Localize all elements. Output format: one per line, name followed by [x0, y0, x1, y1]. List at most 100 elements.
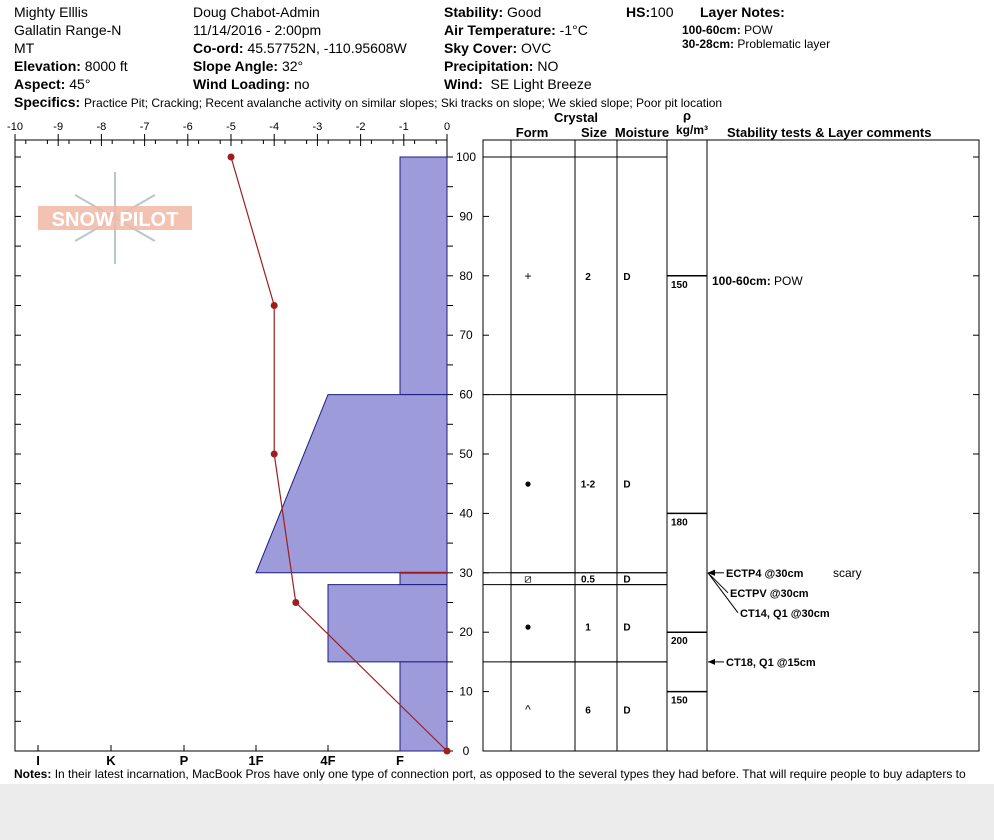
observer: Doug Chabot-Admin: [193, 4, 320, 20]
temp-tick-label: -3: [313, 121, 323, 133]
height-tick-label: 0: [463, 744, 470, 758]
crystal-form: ^: [525, 702, 531, 716]
crystal-size: 1-2: [581, 480, 596, 491]
header-moisture: Moisture: [615, 125, 669, 140]
header-comments: Stability tests & Layer comments: [727, 125, 931, 140]
hs: HS:100: [626, 4, 674, 20]
snowpit-sheet: Mighty Elllis Gallatin Range-N MT Elevat…: [0, 0, 994, 784]
temp-tick-label: -9: [53, 121, 63, 133]
height-tick-label: 50: [459, 447, 473, 461]
crystal-form: ●: [524, 477, 531, 491]
crystal-size: 1: [585, 622, 591, 633]
precipitation: Precipitation: NO: [444, 58, 559, 74]
layer-comment: 100-60cm: POW: [712, 274, 803, 288]
sky-cover: Sky Cover: OVC: [444, 40, 552, 56]
crystal-size: 2: [585, 272, 591, 283]
temperature-point: [292, 599, 300, 606]
temperature-point: [270, 302, 278, 309]
temp-tick-label: -7: [140, 121, 150, 133]
hardness-tick-label: 4F: [320, 753, 335, 768]
height-tick-label: 70: [459, 328, 473, 342]
hardness-layer: [327, 584, 448, 663]
crystal-form: +: [524, 269, 531, 283]
temp-tick-label: -8: [97, 121, 107, 133]
crystal-size: 6: [585, 705, 591, 716]
temp-tick-label: 0: [444, 121, 450, 133]
moisture: D: [623, 622, 630, 633]
wind: Wind: SE Light Breeze: [444, 76, 592, 92]
aspect: Aspect: 45°: [14, 76, 91, 92]
header-form: Form: [516, 125, 549, 140]
temp-tick-label: -1: [399, 121, 409, 133]
slope-angle: Slope Angle: 32°: [193, 58, 304, 74]
stability-arrow: [707, 572, 739, 614]
density-value: 200: [671, 636, 688, 647]
moisture: D: [623, 480, 630, 491]
crystal-form: ●: [524, 619, 531, 633]
hardness-tick-label: F: [396, 753, 404, 768]
moisture: D: [623, 705, 630, 716]
notes: Notes: In their latest incarnation, MacB…: [14, 767, 966, 781]
layer-comment-range: 100-60cm:: [712, 274, 774, 288]
layer-note-1: 100-60cm: POW: [682, 23, 773, 37]
density-value: 150: [671, 696, 688, 707]
moisture: D: [623, 272, 630, 283]
layer-table-frame: [482, 139, 980, 752]
stability-test: ECTPV @30cm: [730, 588, 809, 600]
wind-loading: Wind Loading: no: [193, 76, 310, 92]
layer-notes-title: Layer Notes:: [700, 4, 785, 20]
layer-comment-text: POW: [774, 274, 803, 288]
snow-profile-chart: SNOW PILOT-10 -9 -8 -7 -6 -5 -4 -3 -2 -1 001020304…: [7, 108, 980, 768]
stability-test: CT14, Q1 @30cm: [740, 608, 830, 620]
hardness-layer: [399, 156, 448, 396]
height-tick-label: 20: [459, 625, 473, 639]
height-tick-label: 90: [459, 209, 473, 223]
state: MT: [14, 40, 35, 56]
header-size: Size: [581, 125, 607, 140]
temp-tick-label: -5: [226, 121, 236, 133]
crystal-form: ⧄: [524, 572, 532, 586]
hardness-tick-label: 1F: [248, 753, 263, 768]
logo-band: [38, 206, 192, 230]
crystal-size: 0.5: [581, 575, 595, 586]
stability-arrow: [707, 572, 729, 594]
temp-tick-label: -4: [269, 121, 279, 133]
hardness-layer: [399, 572, 448, 586]
height-tick-label: 10: [459, 685, 473, 699]
date-time: 11/14/2016 - 2:00pm: [193, 22, 322, 38]
header-rho-unit: kg/m³: [676, 123, 708, 137]
temperature-point: [270, 450, 278, 458]
pit-name: Mighty Elllis: [14, 4, 88, 20]
stability-test: ECTP4 @30cm: [726, 568, 804, 580]
header-rho: ρ: [683, 108, 691, 123]
snowpilot-logo: SNOW PILOT: [38, 172, 192, 264]
density-value: 180: [671, 517, 688, 528]
stability-test: CT18, Q1 @15cm: [726, 657, 816, 669]
density-value: 150: [671, 280, 688, 291]
arrow-head-icon: [708, 658, 715, 665]
arrow-head-icon: [708, 569, 715, 576]
height-tick-label: 40: [459, 506, 473, 520]
header-crystal: Crystal: [554, 110, 598, 125]
coordinates: Co-ord: 45.57752N, -110.95608W: [193, 40, 407, 56]
temperature-point: [443, 747, 451, 755]
temperature-point: [227, 153, 235, 161]
moisture: D: [623, 575, 630, 586]
temp-tick-label: -10: [7, 121, 23, 133]
hardness-layer: [399, 661, 448, 752]
elevation: Elevation: 8000 ft: [14, 58, 128, 74]
height-tick-label: 100: [456, 150, 476, 164]
stability: Stability: Good: [444, 4, 542, 20]
height-tick-label: 30: [459, 566, 473, 580]
layer-note-2: 30-28cm: Problematic layer: [682, 37, 831, 51]
air-temperature: Air Temperature: -1°C: [444, 22, 588, 38]
height-tick-label: 60: [459, 388, 473, 402]
hardness-layer: [255, 394, 448, 574]
temp-tick-label: -2: [356, 121, 366, 133]
specifics: Specifics: Practice Pit; Cracking; Recen…: [14, 94, 723, 110]
height-tick-label: 80: [459, 269, 473, 283]
temp-tick-label: -6: [183, 121, 193, 133]
hardness-tick-label: K: [106, 753, 116, 768]
hardness-tick-label: I: [36, 753, 40, 768]
hardness-tick-label: P: [180, 753, 189, 768]
